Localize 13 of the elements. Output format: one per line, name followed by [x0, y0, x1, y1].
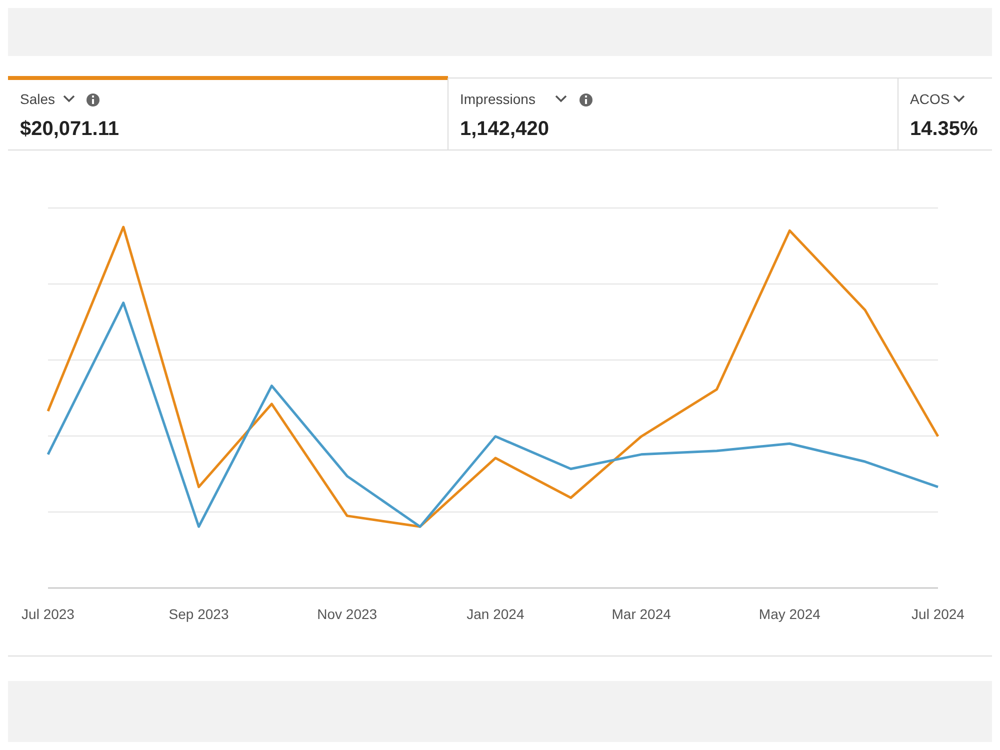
text: 14.35%	[910, 118, 978, 140]
x-tick-label: Jul 2023	[22, 606, 75, 622]
x-tick-label: Mar 2024	[612, 606, 672, 622]
text: Sales	[20, 91, 56, 107]
x-tick-label: Jan 2024	[466, 606, 524, 622]
x-tick-label: Sep 2023	[168, 606, 229, 622]
text: $20,071.11	[20, 118, 119, 140]
text: 1,142,420	[460, 118, 549, 140]
x-tick-label: Jul 2024	[912, 606, 965, 622]
x-tick-label: May 2024	[758, 606, 821, 622]
text: Impressions	[460, 91, 536, 107]
x-tick-label: Nov 2023	[317, 606, 378, 622]
text: ACOS	[910, 91, 950, 107]
